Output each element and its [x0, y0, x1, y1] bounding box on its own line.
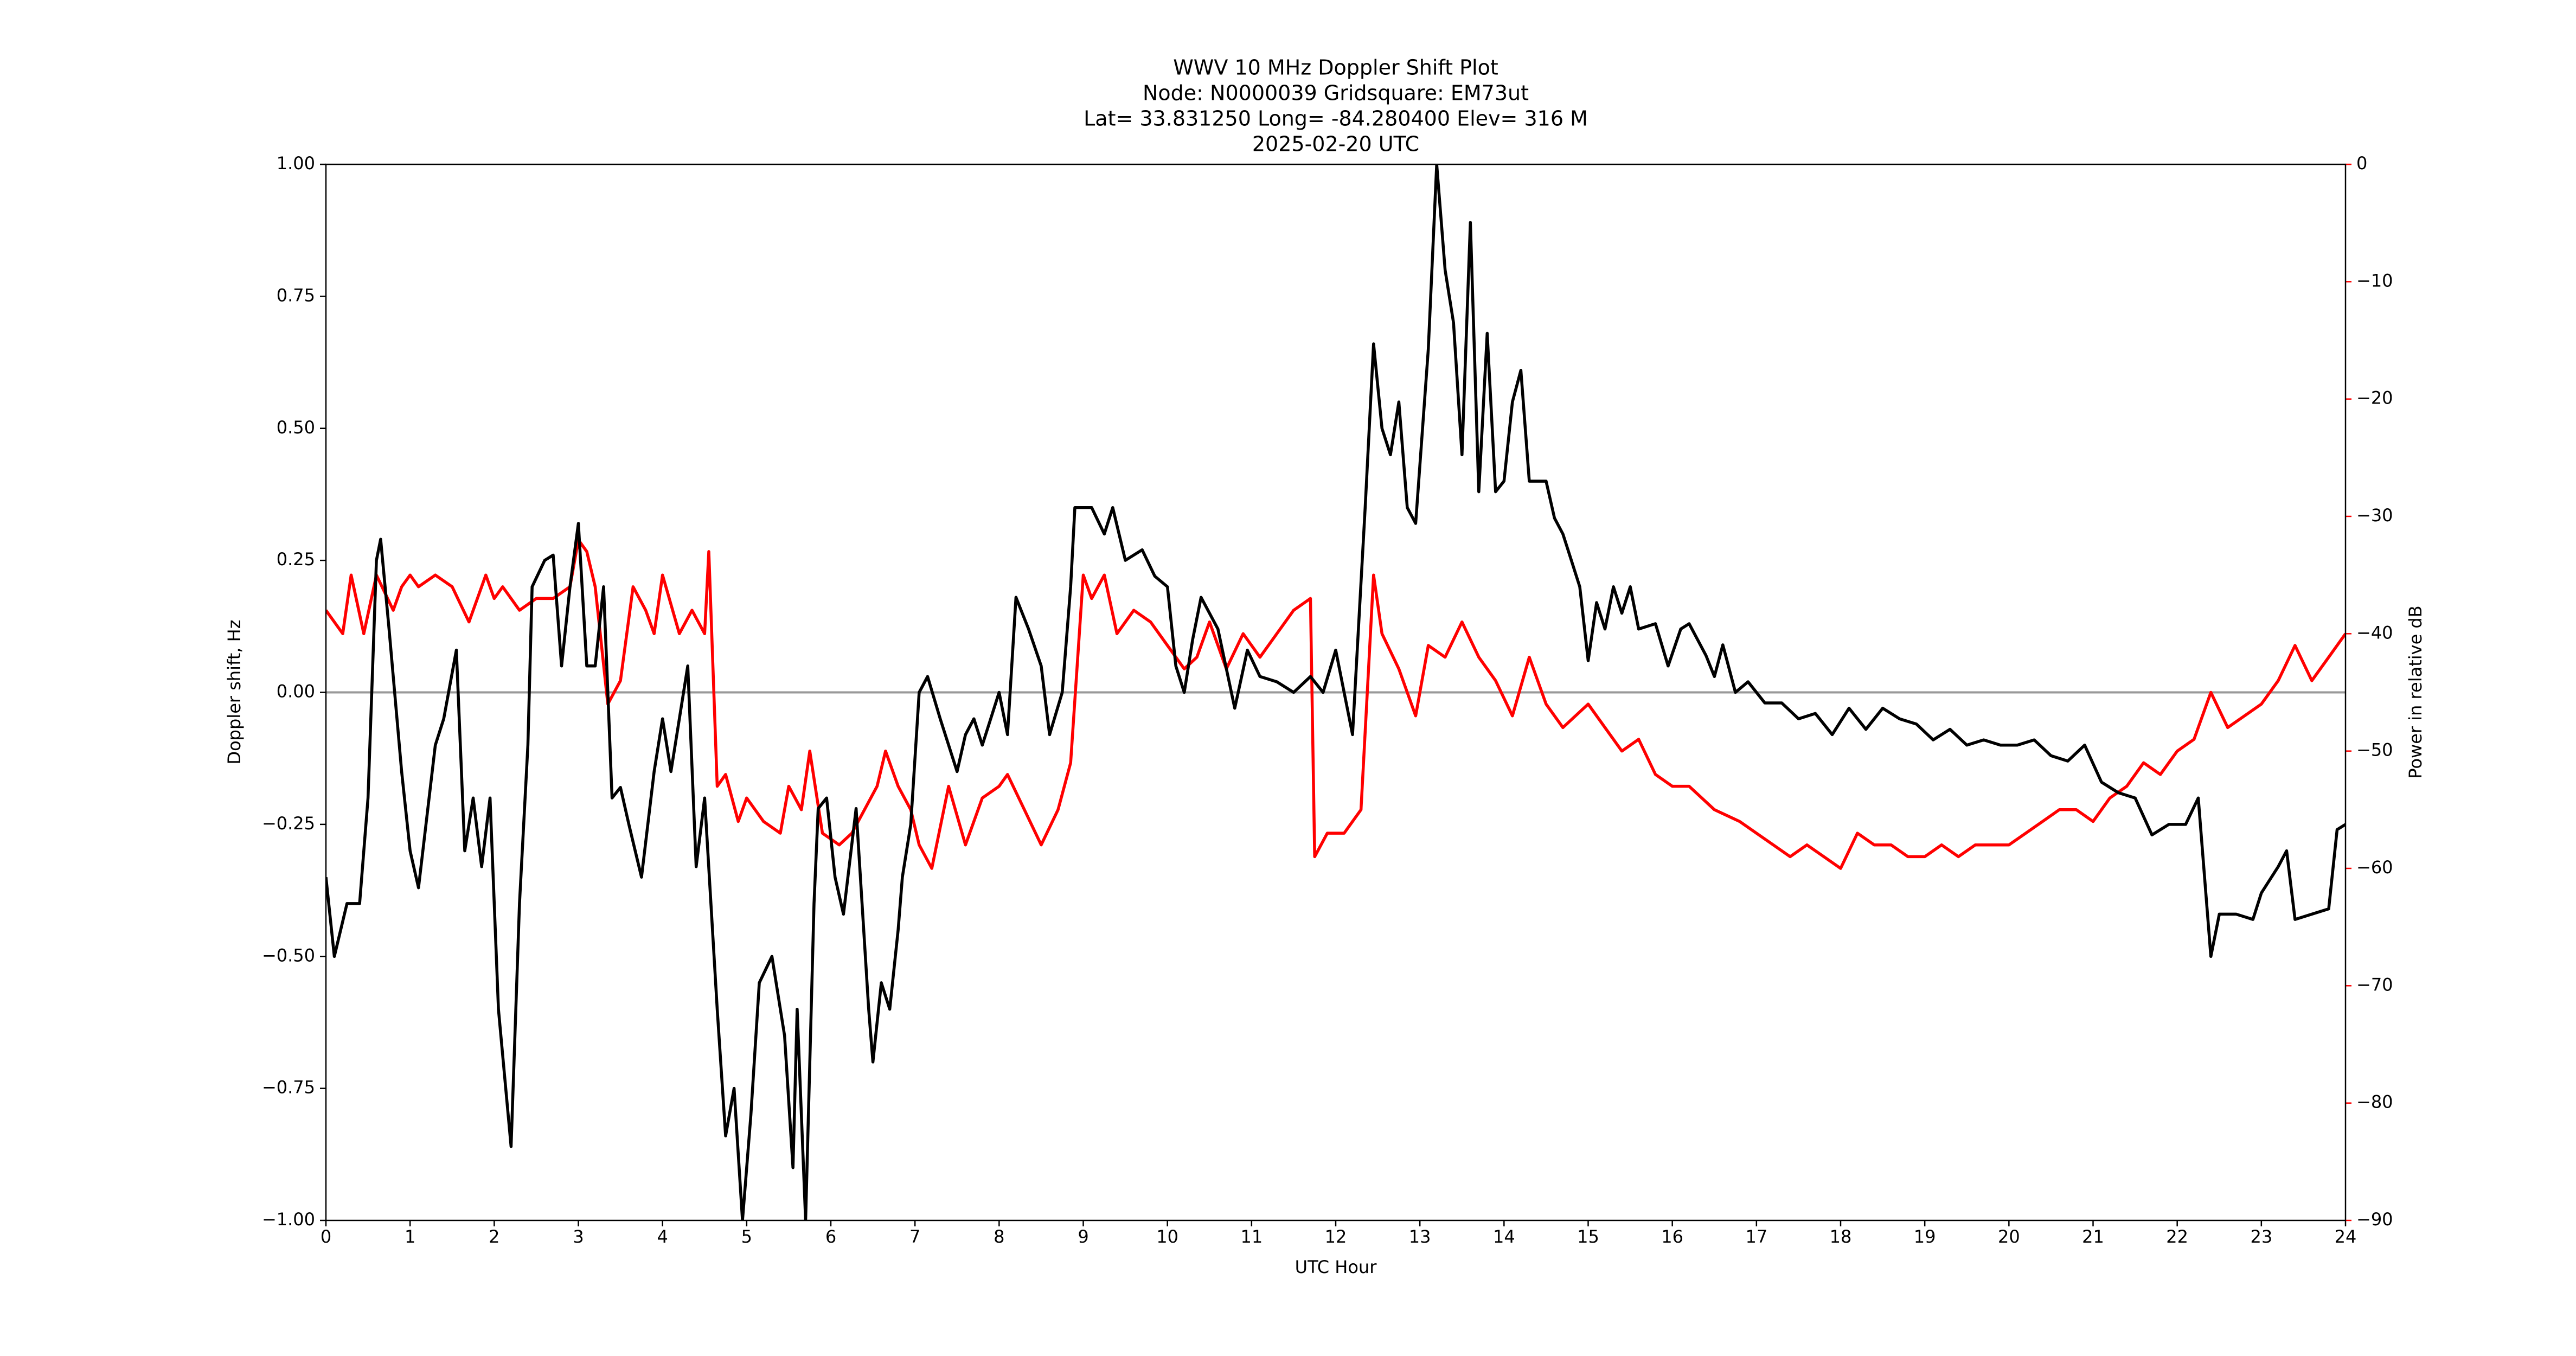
x-tick-label: 10	[1156, 1226, 1178, 1247]
y-tick-label: 1.00	[277, 153, 315, 174]
x-tick-label: 5	[741, 1226, 752, 1247]
y-tick-label: 0.25	[277, 549, 315, 570]
x-tick-label: 3	[573, 1226, 584, 1247]
chart-title: WWV 10 MHz Doppler Shift Plot	[1173, 56, 1498, 80]
y2-tick-label: −50	[2356, 740, 2393, 760]
x-tick-label: 6	[825, 1226, 836, 1247]
y2-tick-label: −80	[2356, 1092, 2393, 1112]
x-tick-label: 7	[909, 1226, 920, 1247]
x-tick-label: 9	[1078, 1226, 1088, 1247]
x-tick-label: 1	[405, 1226, 415, 1247]
x-tick-label: 2	[489, 1226, 499, 1247]
x-tick-label: 12	[1325, 1226, 1347, 1247]
x-tick-label: 23	[2250, 1226, 2272, 1247]
x-tick-label: 20	[1998, 1226, 2020, 1247]
x-tick-label: 22	[2166, 1226, 2188, 1247]
x-tick-label: 14	[1493, 1226, 1515, 1247]
data-line	[326, 538, 2346, 870]
x-axis-label: UTC Hour	[1295, 1257, 1377, 1277]
y2-tick-label: −30	[2356, 505, 2393, 526]
y2-tick-label: −90	[2356, 1209, 2393, 1230]
x-tick-label: 8	[994, 1226, 1004, 1247]
y2-tick-label: −70	[2356, 974, 2393, 995]
x-tick-label: 16	[1661, 1226, 1683, 1247]
plot-frame	[325, 163, 2347, 1221]
data-line	[326, 164, 2346, 1220]
x-tick-label: 0	[321, 1226, 331, 1247]
chart-subtitle: Node: N0000039 Gridsquare: EM73ut	[1143, 81, 1529, 105]
x-tick-label: 21	[2082, 1226, 2104, 1247]
y2-tick-label: −20	[2356, 388, 2393, 408]
y-tick-label: −1.00	[262, 1209, 315, 1230]
chart-subtitle: 2025-02-20 UTC	[1252, 132, 1419, 156]
x-tick-label: 18	[1830, 1226, 1852, 1247]
chart-subtitle: Lat= 33.831250 Long= -84.280400 Elev= 31…	[1084, 107, 1588, 131]
y-tick-label: −0.50	[262, 945, 315, 965]
y-axis-label: Doppler shift, Hz	[224, 619, 245, 764]
y-tick-label: 0.50	[277, 417, 315, 438]
y-tick-label: −0.25	[262, 813, 315, 834]
x-tick-label: 15	[1577, 1226, 1599, 1247]
y2-axis-label: Power in relative dB	[2405, 605, 2426, 778]
y-tick-label: 0.75	[277, 285, 315, 305]
x-tick-label: 4	[657, 1226, 668, 1247]
x-tick-label: 13	[1409, 1226, 1431, 1247]
x-tick-label: 24	[2335, 1226, 2357, 1247]
x-tick-label: 11	[1240, 1226, 1263, 1247]
y2-tick-label: −10	[2356, 270, 2393, 291]
y2-tick-label: −40	[2356, 622, 2393, 643]
y2-tick-label: −60	[2356, 857, 2393, 878]
y2-tick-label: 0	[2356, 153, 2367, 174]
x-tick-label: 19	[1914, 1226, 1936, 1247]
x-tick-label: 17	[1745, 1226, 1767, 1247]
y-tick-label: −0.75	[262, 1077, 315, 1098]
y-tick-label: 0.00	[277, 681, 315, 702]
